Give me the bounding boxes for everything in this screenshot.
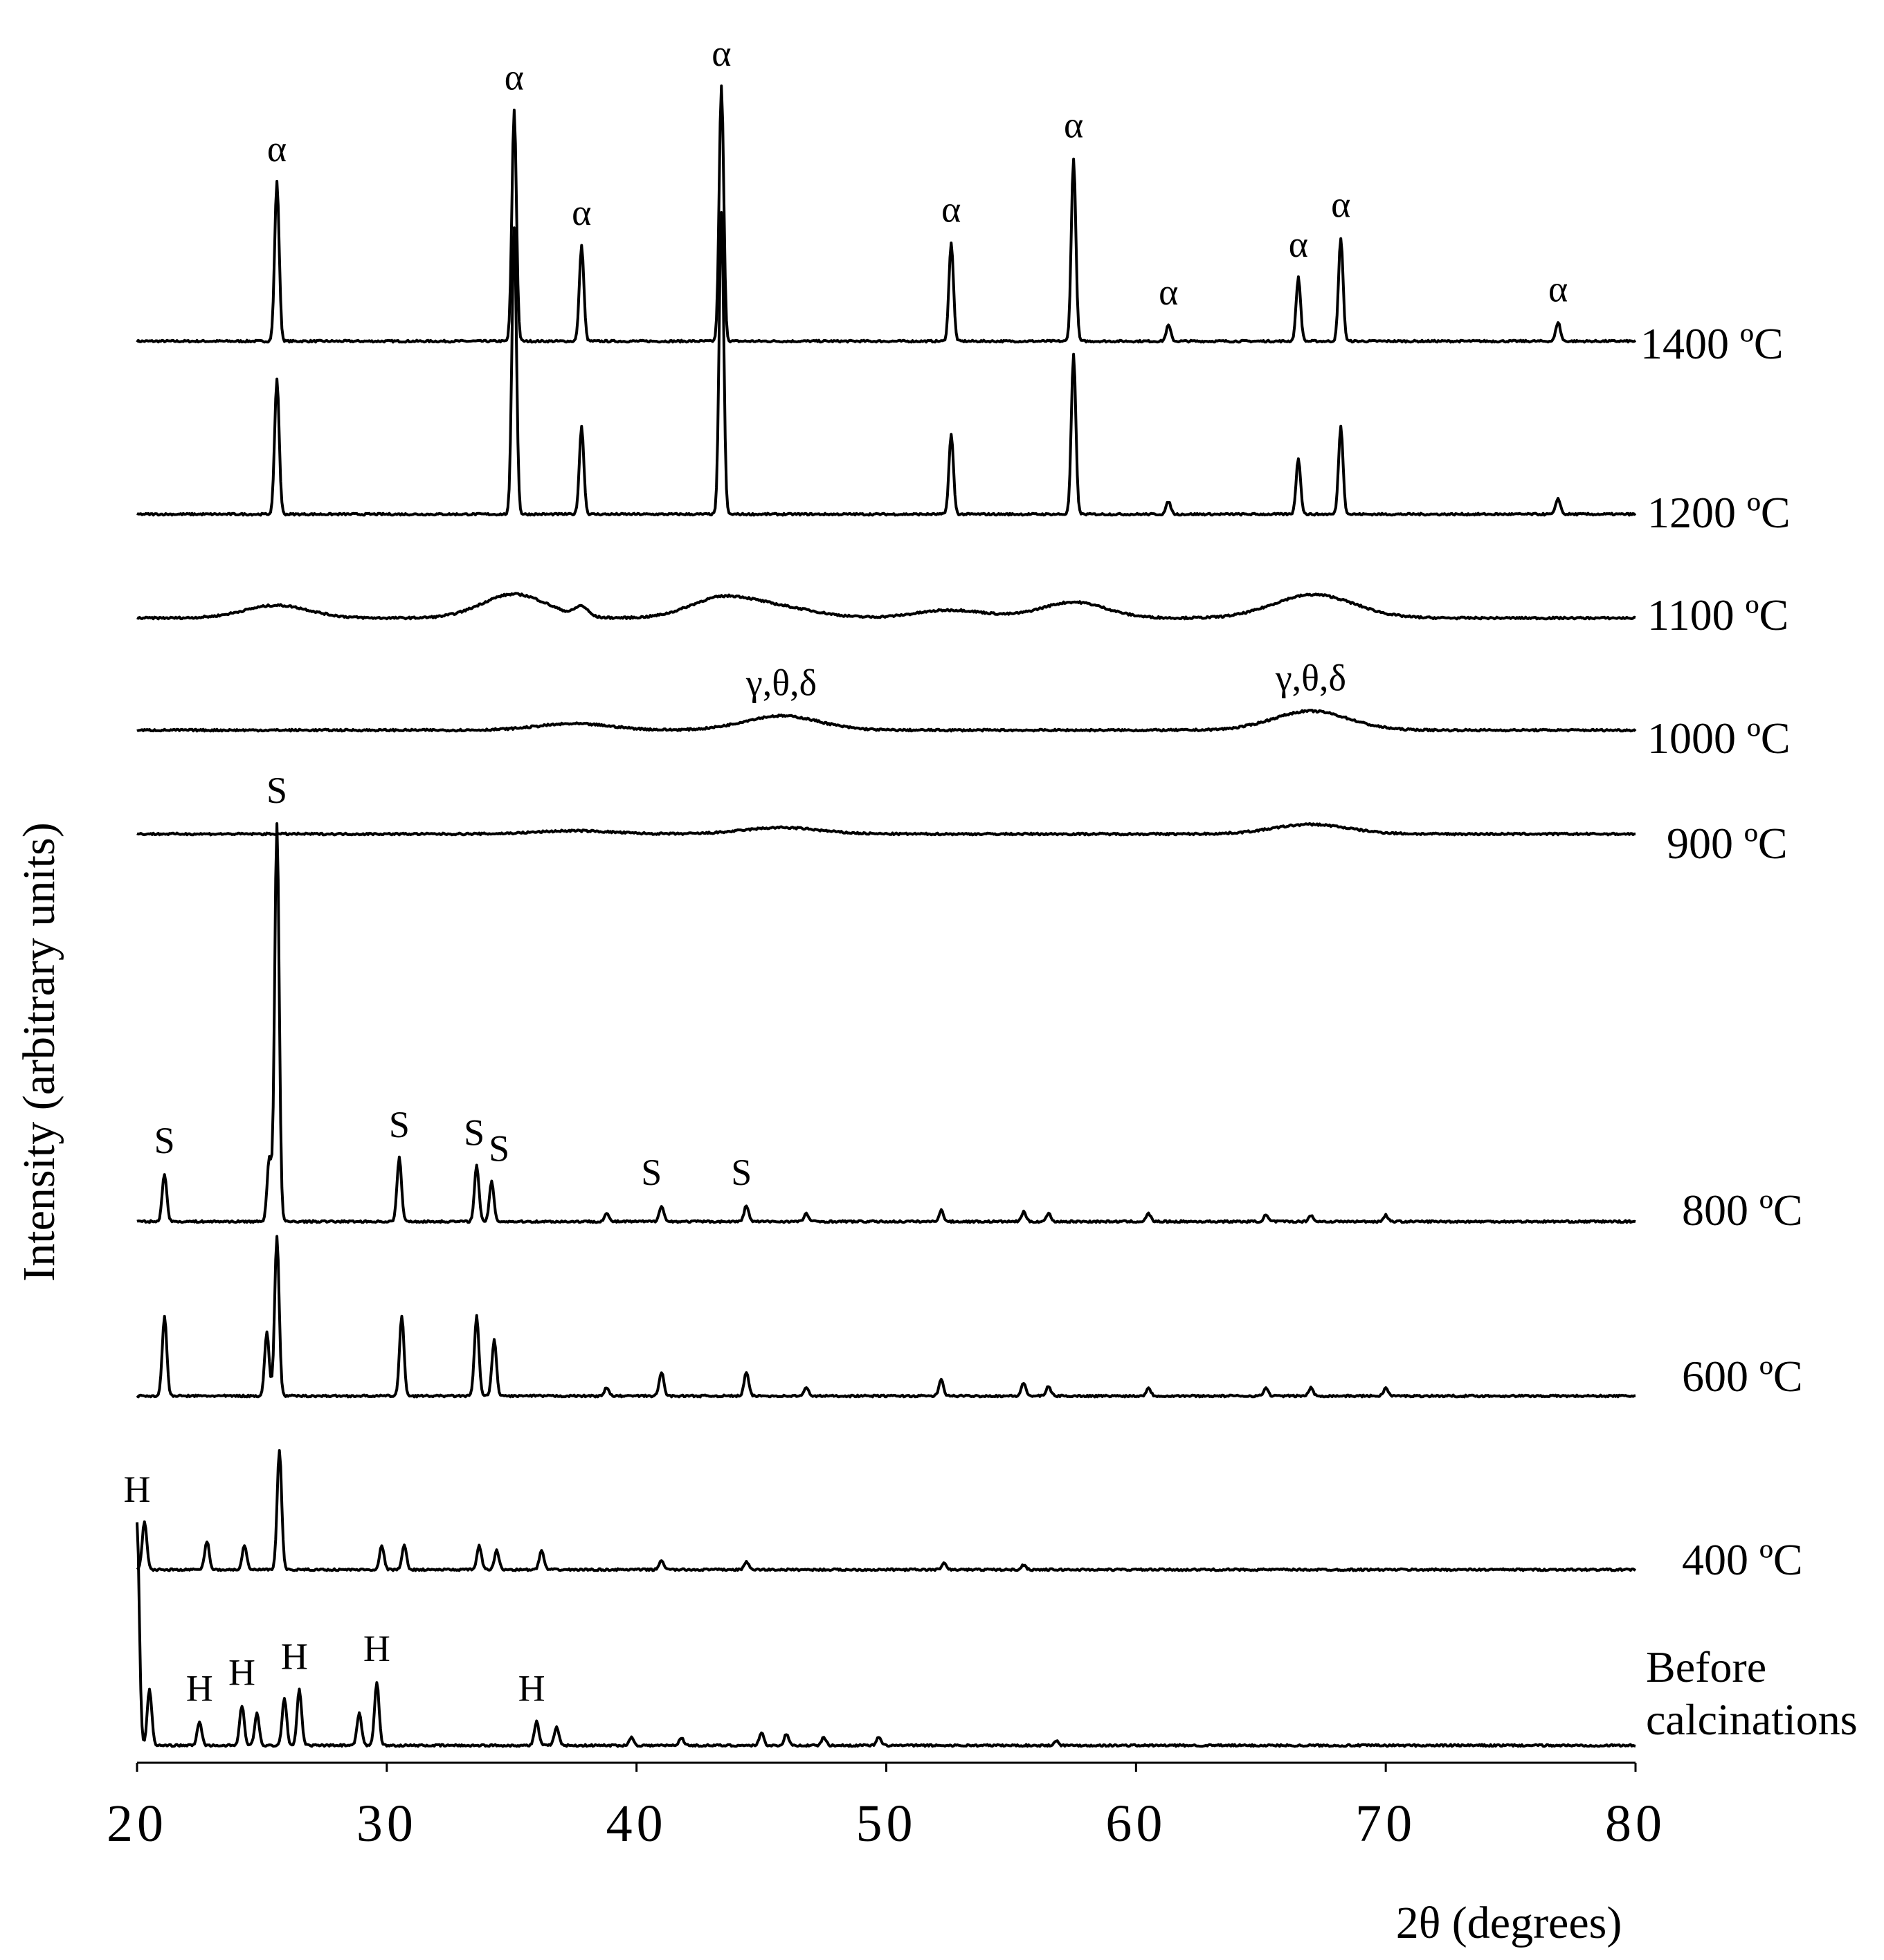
curve-labels: 1400 ºC 1200 ºC 1100 ºC 1000 ºC 900 ºC 800 ºC… — [1640, 319, 1858, 1744]
trace-1 — [136, 84, 1637, 344]
peak-label: α — [1289, 224, 1308, 265]
trace-4 — [136, 709, 1637, 733]
curve-label-8: 400 ºC — [1682, 1535, 1803, 1584]
trace-3 — [136, 592, 1636, 621]
peak-label: γ,θ,δ — [1275, 657, 1346, 698]
peak-label: S — [731, 1152, 752, 1193]
peak-label: α — [1064, 105, 1083, 146]
curve-label-line: 1100 ºC — [1647, 590, 1788, 639]
x-tick-label: 60 — [1105, 1795, 1166, 1853]
peak-label: H — [518, 1668, 545, 1709]
curve-label-line: 400 ºC — [1682, 1535, 1803, 1584]
trace-7 — [136, 1235, 1636, 1399]
trace-5 — [136, 822, 1636, 837]
x-axis-title: 2θ (degrees) — [1396, 1898, 1622, 1948]
curve-label-3: 1100 ºC — [1647, 590, 1788, 639]
trace-8 — [136, 1449, 1637, 1572]
curve-label-line: 1400 ºC — [1640, 319, 1784, 368]
peak-label: S — [154, 1120, 175, 1161]
curve-label-line: calcinations — [1646, 1695, 1858, 1744]
x-tick-label: 40 — [606, 1795, 667, 1853]
x-tick-label: 50 — [856, 1795, 917, 1853]
curve-label-line: 800 ºC — [1682, 1186, 1803, 1235]
curve-label-1: 1400 ºC — [1640, 319, 1784, 368]
curve-label-7: 600 ºC — [1682, 1352, 1803, 1401]
curve-label-line: 900 ºC — [1667, 819, 1788, 868]
trace-6 — [136, 822, 1636, 1224]
peak-label: α — [505, 57, 524, 98]
peak-label: α — [572, 192, 591, 233]
trace-9 — [136, 1522, 1636, 1748]
curve-label-2: 1200 ºC — [1647, 488, 1791, 537]
peak-label: H — [363, 1628, 390, 1669]
peak-label: H — [228, 1652, 255, 1694]
curve-label-line: 1000 ºC — [1647, 714, 1791, 763]
trace-2 — [136, 211, 1637, 517]
curve-label-5: 900 ºC — [1667, 819, 1788, 868]
curve-label-line: 1200 ºC — [1647, 488, 1791, 537]
curve-label-line: Before — [1646, 1642, 1766, 1691]
series-traces — [136, 84, 1637, 1748]
peak-label: S — [489, 1128, 509, 1170]
peak-label: S — [389, 1104, 410, 1145]
peak-label: α — [941, 188, 961, 230]
x-tick-label: 80 — [1605, 1795, 1666, 1853]
peak-label: α — [267, 128, 287, 170]
x-axis-ticks: 20 30 40 50 60 70 80 — [107, 1763, 1666, 1853]
peak-label: α — [1159, 271, 1178, 313]
curve-label-6: 800 ºC — [1682, 1186, 1803, 1235]
peak-label: S — [266, 770, 287, 811]
curve-label-4: 1000 ºC — [1647, 714, 1791, 763]
x-tick-label: 20 — [107, 1795, 167, 1853]
curve-label-9: Before calcinations — [1646, 1642, 1858, 1744]
peak-label: α — [712, 33, 731, 74]
peak-label: H — [186, 1668, 213, 1709]
x-axis: 20 30 40 50 60 70 80 — [107, 1761, 1666, 1853]
curve-label-line: 600 ºC — [1682, 1352, 1803, 1401]
x-tick-label: 30 — [356, 1795, 417, 1853]
peak-label: γ,θ,δ — [745, 662, 817, 703]
y-axis-title: Intensity (arbitrary units) — [14, 822, 64, 1281]
peak-label: α — [1548, 268, 1568, 309]
x-tick-label: 70 — [1355, 1795, 1416, 1853]
peak-label: H — [124, 1469, 151, 1510]
peak-label: S — [464, 1112, 484, 1154]
peak-label: H — [281, 1636, 308, 1678]
peak-label: α — [1331, 184, 1350, 226]
peak-label: S — [641, 1152, 662, 1193]
